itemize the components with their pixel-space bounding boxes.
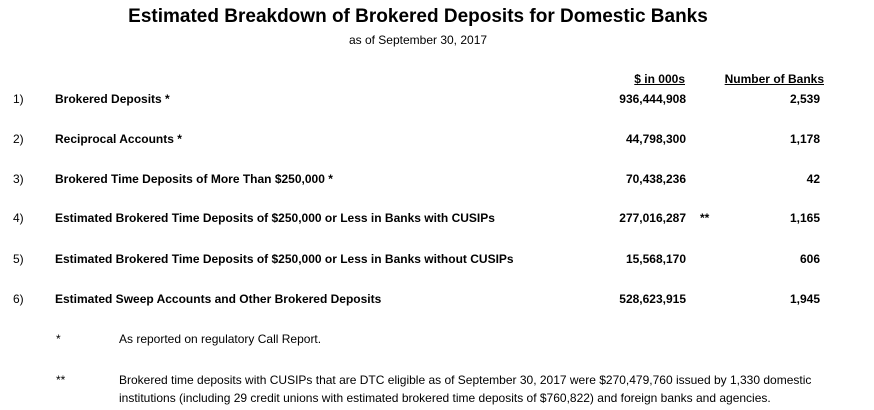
row-label: Reciprocal Accounts * (55, 132, 182, 146)
table-row: 4) Estimated Brokered Time Deposits of $… (0, 209, 874, 227)
row-amount: 44,798,300 (625, 132, 686, 146)
column-header-amount: $ in 000s (634, 72, 685, 86)
row-bank-count: 1,945 (789, 292, 820, 306)
row-bank-count: 42 (806, 172, 820, 186)
table-row: 6) Estimated Sweep Accounts and Other Br… (0, 290, 874, 308)
row-number: 5) (13, 252, 24, 266)
row-label: Brokered Deposits * (55, 92, 170, 106)
column-header-banks: Number of Banks (724, 72, 824, 86)
row-label: Estimated Brokered Time Deposits of $250… (55, 211, 495, 225)
page-title: Estimated Breakdown of Brokered Deposits… (128, 6, 708, 27)
row-number: 1) (13, 92, 24, 106)
row-amount: 15,568,170 (625, 252, 686, 266)
row-footnote-mark: ** (700, 211, 710, 225)
row-amount: 70,438,236 (625, 172, 686, 186)
row-amount: 277,016,287 (619, 211, 686, 225)
row-label: Brokered Time Deposits of More Than $250… (55, 172, 333, 186)
row-number: 4) (13, 211, 24, 225)
footnote-symbol: ** (56, 373, 66, 387)
row-label: Estimated Sweep Accounts and Other Broke… (55, 292, 382, 306)
page-subtitle: as of September 30, 2017 (348, 33, 488, 47)
footnote-text: As reported on regulatory Call Report. (119, 332, 322, 346)
row-number: 6) (13, 292, 24, 306)
row-amount: 936,444,908 (619, 92, 686, 106)
row-bank-count: 1,178 (789, 132, 820, 146)
row-bank-count: 606 (799, 252, 820, 266)
footnote-text: Brokered time deposits with CUSIPs that … (119, 373, 812, 405)
table-row: 1) Brokered Deposits * 936,444,908 2,539 (0, 90, 874, 108)
row-bank-count: 1,165 (789, 211, 820, 225)
row-number: 3) (13, 172, 24, 186)
row-bank-count: 2,539 (789, 92, 820, 106)
row-number: 2) (13, 132, 24, 146)
table-row: 2) Reciprocal Accounts * 44,798,300 1,17… (0, 130, 874, 148)
footnote-symbol: * (56, 332, 61, 346)
table-row: 3) Brokered Time Deposits of More Than $… (0, 170, 874, 188)
table-row: 5) Estimated Brokered Time Deposits of $… (0, 250, 874, 268)
row-amount: 528,623,915 (619, 292, 686, 306)
row-label: Estimated Brokered Time Deposits of $250… (55, 252, 514, 266)
